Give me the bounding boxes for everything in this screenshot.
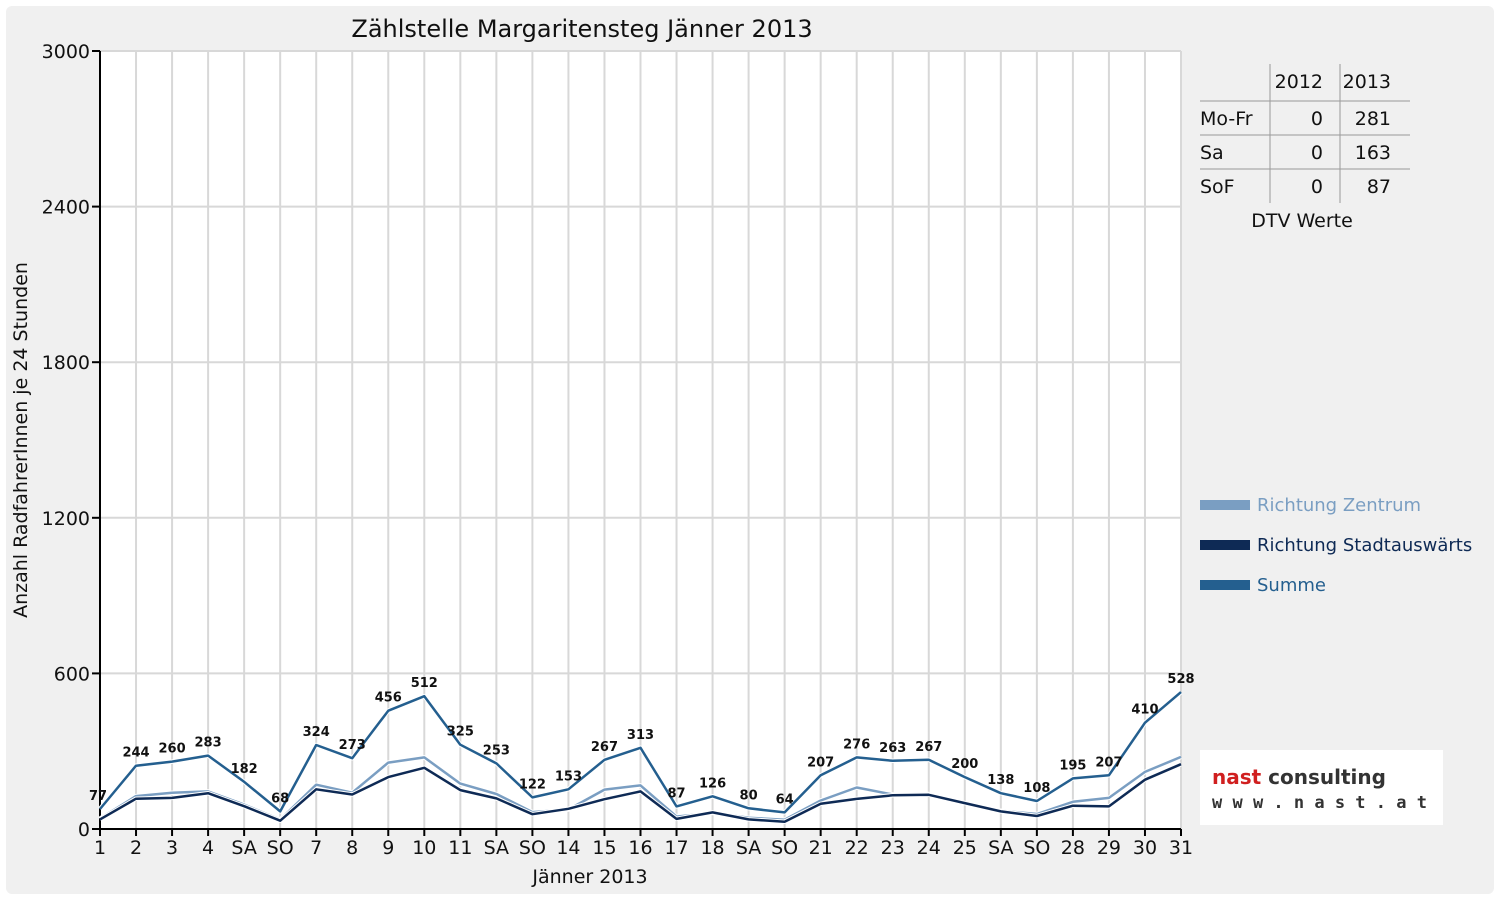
x-tick-label: 16 — [628, 837, 652, 859]
x-axis-label: Jänner 2013 — [531, 866, 647, 888]
data-label: 200 — [951, 757, 978, 772]
data-label: 260 — [158, 742, 185, 757]
logo-text: nast consulting — [1212, 765, 1386, 789]
x-tick-label: 17 — [664, 837, 688, 859]
table-row-label: Mo-Fr — [1200, 108, 1253, 130]
data-label: 324 — [303, 725, 330, 740]
y-axis-label: Anzahl RadfahrerInnen je 24 Stunden — [10, 262, 32, 618]
data-label: 512 — [411, 676, 438, 691]
data-label: 410 — [1131, 703, 1158, 718]
data-label: 207 — [1095, 755, 1122, 770]
table-row-label: SoF — [1200, 176, 1235, 198]
x-tick-label: SA — [736, 837, 761, 859]
x-tick-label: 1 — [94, 837, 106, 859]
x-tick-label: 23 — [881, 837, 905, 859]
legend-label: Summe — [1257, 575, 1326, 596]
table-cell-2012: 0 — [1311, 176, 1323, 198]
data-label: 182 — [231, 762, 258, 777]
data-label: 126 — [699, 776, 726, 791]
x-tick-label: 4 — [202, 837, 214, 859]
x-tick-label: 24 — [917, 837, 941, 859]
data-label: 456 — [375, 691, 402, 706]
data-label: 253 — [483, 743, 510, 758]
data-label: 276 — [843, 737, 870, 752]
data-label: 195 — [1059, 758, 1086, 773]
y-tick-label: 1200 — [42, 508, 90, 530]
y-tick-label: 600 — [54, 663, 90, 685]
data-label: 528 — [1167, 672, 1194, 687]
table-caption: DTV Werte — [1251, 210, 1353, 232]
x-tick-label: 2 — [130, 837, 142, 859]
data-label: 87 — [667, 786, 685, 801]
y-tick-label: 1800 — [42, 352, 90, 374]
x-tick-label: 21 — [809, 837, 833, 859]
data-label: 325 — [447, 725, 474, 740]
data-label: 80 — [740, 788, 758, 803]
legend-swatch — [1200, 580, 1250, 590]
table-header-2012: 2012 — [1275, 71, 1323, 93]
logo-background — [1200, 750, 1443, 825]
data-label: 244 — [122, 746, 149, 761]
table-cell-2013: 87 — [1367, 176, 1391, 198]
data-label: 283 — [195, 736, 222, 751]
data-label: 68 — [271, 791, 289, 806]
data-label: 77 — [89, 789, 107, 804]
x-tick-label: 15 — [592, 837, 616, 859]
table-cell-2012: 0 — [1311, 142, 1323, 164]
dtv-table: 2012 2013 Mo-Fr 0 281 Sa 0 163 SoF 0 87 DTV Werte — [1200, 64, 1410, 232]
x-tick-label: SO — [771, 837, 798, 859]
logo: nast consulting w w w . n a s t . a t — [1200, 750, 1443, 825]
data-label: 153 — [555, 769, 582, 784]
data-label: 267 — [591, 740, 618, 755]
data-label: 108 — [1023, 781, 1050, 796]
x-tick-label: 3 — [166, 837, 178, 859]
y-tick-label: 0 — [78, 819, 90, 841]
legend-swatch — [1200, 500, 1250, 510]
x-tick-label: 28 — [1061, 837, 1085, 859]
x-tick-label: 7 — [310, 837, 322, 859]
legend-label: Richtung Stadtauswärts — [1257, 535, 1472, 556]
x-tick-label: SO — [1023, 837, 1050, 859]
series-line-summe — [99, 691, 1182, 814]
data-label: 263 — [879, 741, 906, 756]
data-label: 273 — [339, 738, 366, 753]
table-row-label: Sa — [1200, 142, 1224, 164]
data-label: 64 — [776, 792, 794, 807]
x-tick-label: 30 — [1133, 837, 1157, 859]
data-label: 207 — [807, 755, 834, 770]
legend: Richtung Zentrum Richtung Stadtauswärts Su… — [1200, 495, 1472, 596]
y-tick-label: 3000 — [42, 41, 90, 63]
table-cell-2013: 281 — [1355, 108, 1391, 130]
x-tick-label: 31 — [1169, 837, 1193, 859]
x-tick-label: 9 — [382, 837, 394, 859]
data-label: 267 — [915, 740, 942, 755]
legend-swatch — [1200, 540, 1250, 550]
y-tick-label: 2400 — [42, 197, 90, 219]
x-tick-label: 8 — [346, 837, 358, 859]
x-tick-label: 25 — [953, 837, 977, 859]
data-label: 313 — [627, 728, 654, 743]
x-tick-label: 11 — [448, 837, 472, 859]
x-tick-label: 10 — [412, 837, 436, 859]
x-tick-label: SO — [267, 837, 294, 859]
table-cell-2013: 163 — [1355, 142, 1391, 164]
data-label: 138 — [987, 773, 1014, 788]
data-label: 122 — [519, 777, 546, 792]
table-header-2013: 2013 — [1343, 71, 1391, 93]
x-tick-label: 18 — [700, 837, 724, 859]
logo-url: w w w . n a s t . a t — [1212, 793, 1427, 813]
x-tick-label: SO — [519, 837, 546, 859]
x-tick-label: SA — [988, 837, 1013, 859]
x-tick-label: 29 — [1097, 837, 1121, 859]
table-cell-2012: 0 — [1311, 108, 1323, 130]
x-tick-label: SA — [231, 837, 256, 859]
legend-label: Richtung Zentrum — [1257, 495, 1421, 516]
x-tick-label: SA — [484, 837, 509, 859]
chart-title: Zählstelle Margaritensteg Jänner 2013 — [351, 15, 812, 43]
x-tick-label: 22 — [845, 837, 869, 859]
x-tick-label: 14 — [556, 837, 580, 859]
series-line-richtung-stadtausw-rts — [99, 763, 1182, 823]
